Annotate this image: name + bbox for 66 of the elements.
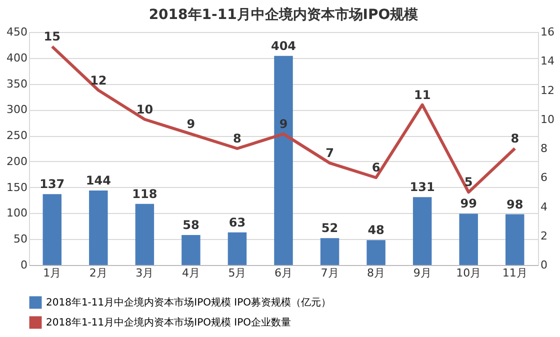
bar xyxy=(89,190,108,265)
y2-tick-label: 8 xyxy=(540,142,548,155)
y-tick-label: 400 xyxy=(6,51,28,64)
data-label: 144 xyxy=(86,173,111,188)
bar xyxy=(459,214,478,265)
data-label: 9 xyxy=(279,116,288,131)
x-tick-label: 4月 xyxy=(182,266,200,280)
x-tick-label: 3月 xyxy=(136,266,154,280)
x-tick-label: 1月 xyxy=(43,266,62,280)
data-label: 131 xyxy=(410,180,435,194)
data-label: 10 xyxy=(136,102,154,116)
data-label: 12 xyxy=(90,73,107,88)
x-tick-label: 10月 xyxy=(456,266,482,280)
y-tick-label: 50 xyxy=(14,232,28,246)
y2-tick-label: 14 xyxy=(540,54,554,68)
legend-label: 2018年1-11月中企境内资本市场IPO规模 IPO企业数量 xyxy=(46,316,292,328)
x-tick-label: 6月 xyxy=(274,266,292,280)
y-tick-label: 0 xyxy=(20,258,28,272)
y-tick-label: 250 xyxy=(6,129,28,142)
bar xyxy=(412,197,432,265)
bar xyxy=(228,232,247,265)
data-label: 52 xyxy=(321,221,338,236)
y-tick-label: 300 xyxy=(6,103,28,116)
x-tick-label: 5月 xyxy=(228,266,246,280)
bar xyxy=(505,214,524,265)
data-label: 15 xyxy=(44,30,60,44)
x-tick-label: 7月 xyxy=(320,266,339,280)
y-tick-label: 100 xyxy=(6,206,28,220)
y-tick-label: 150 xyxy=(6,180,28,194)
y-tick-label: 200 xyxy=(6,154,28,168)
bar xyxy=(135,204,154,265)
y2-tick-label: 12 xyxy=(540,84,554,97)
x-tick-label: 11月 xyxy=(502,266,528,280)
data-label: 118 xyxy=(132,186,158,201)
data-label: 98 xyxy=(506,197,524,212)
bar xyxy=(274,56,293,265)
data-label: 137 xyxy=(40,177,65,192)
data-label: 7 xyxy=(326,146,334,160)
y2-tick-label: 4 xyxy=(540,200,548,214)
data-label: 58 xyxy=(182,218,200,232)
data-label: 99 xyxy=(460,196,477,211)
bar xyxy=(42,194,62,265)
legend-label: 2018年1-11月中企境内资本市场IPO规模 IPO募资规模（亿元） xyxy=(46,296,332,308)
data-label: 9 xyxy=(186,116,196,131)
x-tick-label: 9月 xyxy=(413,266,432,280)
y2-tick-label: 2 xyxy=(540,229,548,242)
data-label: 5 xyxy=(464,175,473,190)
bar xyxy=(320,238,340,265)
y2-tick-label: 16 xyxy=(540,26,554,38)
y2-tick-label: 10 xyxy=(540,112,554,126)
bar xyxy=(366,240,386,265)
data-label: 48 xyxy=(368,223,384,238)
bar xyxy=(182,234,200,265)
data-label: 8 xyxy=(233,132,242,146)
y-tick-label: 450 xyxy=(6,26,28,38)
data-label: 11 xyxy=(414,88,431,102)
data-label: 404 xyxy=(270,38,296,53)
x-tick-label: 2月 xyxy=(89,266,108,280)
y2-tick-label: 6 xyxy=(540,171,548,184)
data-label: 8 xyxy=(510,132,520,146)
data-label: 6 xyxy=(372,160,380,175)
y-tick-label: 350 xyxy=(6,77,28,90)
x-tick-label: 8月 xyxy=(367,266,386,280)
data-label: 63 xyxy=(228,215,246,230)
y2-tick-label: 0 xyxy=(540,258,548,272)
chart-title: 2018年1-11月中企境内资本市场IPO规模 xyxy=(148,6,420,23)
